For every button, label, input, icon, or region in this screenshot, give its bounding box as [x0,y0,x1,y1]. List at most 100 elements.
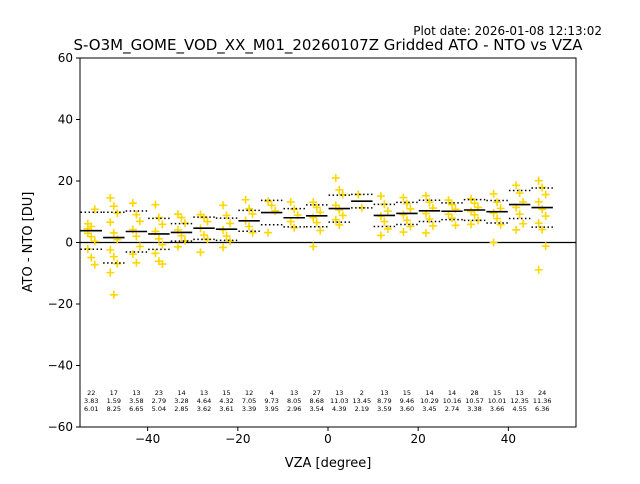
bin-stat-label: 10.01 [488,397,507,405]
data-point [383,224,392,233]
x-tick-label: 0 [324,432,332,446]
data-point [135,242,144,251]
x-axis-label: VZA [degree] [285,456,372,471]
data-point [335,205,344,214]
data-point [380,217,389,226]
data-point [402,216,411,225]
bin-stat-label: 13 [290,389,298,397]
data-point [177,213,186,222]
bin-stat-label: 4 [270,389,274,397]
data-point [515,210,524,219]
bin-stat-label: 3.95 [264,405,278,413]
data-point [538,225,547,234]
data-point [428,221,437,230]
data-point [496,220,505,229]
bin-stat-label: 3.59 [377,405,391,413]
data-point [226,219,235,228]
data-point [109,252,118,261]
bin-stat-label: 8.68 [309,397,323,405]
data-point [87,253,96,262]
data-point [173,242,182,251]
data-point [541,242,550,251]
data-point [534,265,543,274]
data-point [376,192,385,201]
bin-stat-label: 3.58 [129,397,143,405]
data-point [128,199,137,208]
bin-stat-label: 9.73 [264,397,278,405]
bin-stat-label: 1.59 [107,397,121,405]
bin-stat-label: 3.54 [309,405,323,413]
bin-stat-label: 2.74 [445,405,459,413]
bin-stat-label: 23 [155,389,163,397]
data-point [219,201,228,210]
data-point [158,240,167,249]
data-point [425,198,434,207]
bin-stat-label: 2.96 [287,405,301,413]
data-point [467,194,476,203]
data-point [541,190,550,199]
bin-stat-label: 6.65 [129,405,143,413]
data-point [399,228,408,237]
data-point [444,196,453,205]
bin-stat-label: 4.64 [197,397,211,405]
bin-stat-label: 6.01 [84,405,98,413]
data-point [338,211,347,220]
x-tick-label: 20 [411,432,426,446]
data-point [267,201,276,210]
data-point [109,290,118,299]
bin-stat-label: 15 [493,389,501,397]
data-point [135,217,144,226]
bin-stat-label: 4.55 [512,405,526,413]
bin-stat-label: 10.29 [420,397,439,405]
data-point [448,214,456,223]
x-tick-label: −20 [225,432,250,446]
data-point [534,219,543,228]
data-point [286,217,295,226]
bin-stat-label: 11.03 [330,397,349,405]
data-point [316,226,325,235]
data-point [222,211,231,220]
bin-stat-label: 3.28 [174,397,188,405]
bin-stat-label: 10.16 [443,397,462,405]
bin-stat-label: 3.83 [84,397,98,405]
bin-stat-label: 13 [515,389,523,397]
data-point [90,237,99,246]
data-point [406,204,415,213]
data-point [241,195,250,204]
bin-stat-label: 7.05 [242,397,256,405]
data-point [158,220,167,229]
y-tick-label: 0 [65,236,73,250]
data-point [541,212,550,221]
data-point [309,198,318,207]
bin-stat-label: 3.60 [400,405,414,413]
data-point [286,197,295,206]
data-point [402,199,411,208]
data-point [534,176,543,185]
data-point [399,210,408,219]
bin-stat-label: 4.32 [219,397,233,405]
data-point [512,225,521,234]
data-point [489,208,498,217]
bin-stat-label: 12 [245,389,253,397]
data-point [515,188,524,197]
x-tick-label: 40 [501,432,516,446]
data-point [493,198,502,207]
data-point [106,218,115,227]
data-point [470,210,479,219]
bin-stat-label: 13 [132,389,140,397]
y-tick-label: 40 [58,113,73,127]
bin-stat-label: 24 [538,389,546,397]
data-point [109,228,118,237]
data-point [421,191,430,200]
x-tick-label: −40 [135,432,160,446]
data-point [399,193,408,202]
bin-stat-label: 15 [222,389,230,397]
bin-stat-label: 8.25 [107,405,121,413]
data-point [312,203,321,212]
data-point [106,268,115,277]
bin-stat-label: 14 [425,389,433,397]
data-point [335,185,344,194]
data-point [376,231,385,240]
